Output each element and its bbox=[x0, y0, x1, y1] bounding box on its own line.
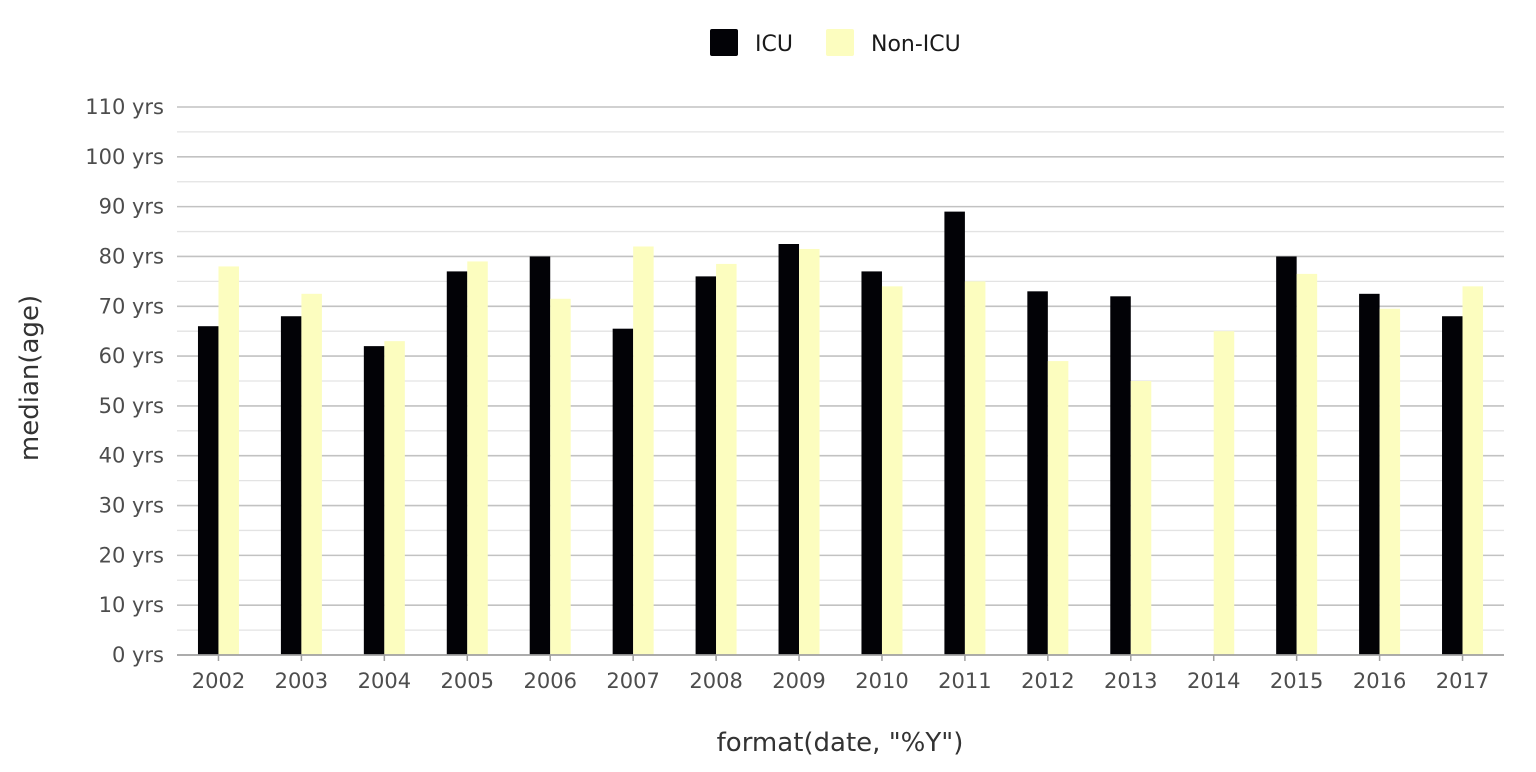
bar-non-icu bbox=[301, 293, 322, 655]
y-tick-label: 30 yrs bbox=[99, 494, 164, 518]
bar-non-icu bbox=[1379, 308, 1401, 655]
bar-icu bbox=[1027, 291, 1048, 655]
y-tick-label: 70 yrs bbox=[99, 294, 164, 318]
legend-item: Non-ICU bbox=[826, 29, 961, 57]
y-tick-label: 40 yrs bbox=[99, 444, 164, 468]
bar-non-icu bbox=[881, 286, 903, 655]
x-tick-label: 2008 bbox=[689, 669, 742, 693]
x-tick-label: 2002 bbox=[192, 669, 245, 693]
bar-non-icu bbox=[716, 263, 737, 655]
bar-icu bbox=[695, 276, 717, 655]
bar-icu bbox=[1442, 316, 1463, 655]
bar-non-icu bbox=[1047, 361, 1069, 655]
legend-label: ICU bbox=[755, 32, 793, 57]
bar-non-icu bbox=[550, 298, 571, 655]
bar-icu bbox=[778, 244, 800, 655]
bar-icu bbox=[612, 328, 634, 655]
bar-non-icu bbox=[1130, 381, 1152, 655]
bar-icu bbox=[1276, 256, 1297, 655]
bar-icu bbox=[280, 316, 302, 655]
bars-layer bbox=[197, 211, 1484, 656]
bar-icu bbox=[861, 271, 882, 655]
x-tick-label: 2009 bbox=[772, 669, 825, 693]
y-tick-label: 10 yrs bbox=[99, 593, 164, 617]
bar-non-icu bbox=[218, 266, 239, 655]
y-tick-label: 90 yrs bbox=[99, 195, 164, 219]
x-tick-label: 2014 bbox=[1187, 669, 1240, 693]
x-tick-label: 2003 bbox=[275, 669, 328, 693]
x-tick-label: 2017 bbox=[1436, 669, 1489, 693]
x-tick-label: 2016 bbox=[1353, 669, 1406, 693]
y-tick-label: 100 yrs bbox=[85, 145, 164, 169]
y-tick-label: 50 yrs bbox=[99, 394, 164, 418]
bar-non-icu bbox=[1462, 286, 1484, 655]
bar-non-icu bbox=[799, 248, 820, 655]
bar-non-icu bbox=[384, 341, 405, 655]
y-tick-label: 60 yrs bbox=[99, 344, 164, 368]
x-tick-label: 2012 bbox=[1021, 669, 1074, 693]
x-tick-label: 2011 bbox=[938, 669, 991, 693]
bar-non-icu bbox=[964, 281, 986, 655]
x-tick-label: 2004 bbox=[358, 669, 411, 693]
x-tick-label: 2006 bbox=[523, 669, 576, 693]
y-tick-label: 110 yrs bbox=[85, 95, 164, 119]
y-tick-label: 0 yrs bbox=[112, 643, 164, 667]
bar-icu bbox=[1359, 293, 1380, 655]
bar-non-icu bbox=[467, 261, 488, 655]
x-tick-label: 2010 bbox=[855, 669, 908, 693]
legend-label: Non-ICU bbox=[871, 32, 961, 57]
bar-icu bbox=[197, 326, 219, 655]
bar-icu bbox=[529, 256, 551, 655]
legend-key bbox=[826, 29, 854, 56]
bar-non-icu bbox=[633, 246, 654, 655]
y-axis-title: median(age) bbox=[15, 295, 45, 461]
legend-key bbox=[710, 29, 738, 56]
axis-layer: 0 yrs 10 yrs 20 yrs 30 yrs 40 yrs 50 yrs 60 yr… bbox=[85, 95, 1504, 693]
bar-icu bbox=[363, 346, 385, 655]
bar-icu bbox=[446, 271, 468, 655]
legend: ICU Non-ICU bbox=[710, 29, 961, 57]
x-tick-label: 2005 bbox=[441, 669, 494, 693]
y-tick-label: 80 yrs bbox=[99, 244, 164, 268]
bar-non-icu bbox=[1213, 331, 1235, 655]
x-tick-label: 2007 bbox=[606, 669, 659, 693]
bar-non-icu bbox=[1296, 273, 1318, 655]
x-axis-title: format(date, "%Y") bbox=[717, 728, 964, 758]
x-tick-label: 2015 bbox=[1270, 669, 1323, 693]
legend-item: ICU bbox=[710, 29, 793, 57]
bar-icu bbox=[1110, 296, 1131, 655]
y-tick-label: 20 yrs bbox=[99, 543, 164, 567]
bar-icu bbox=[944, 211, 965, 656]
x-tick-label: 2013 bbox=[1104, 669, 1157, 693]
